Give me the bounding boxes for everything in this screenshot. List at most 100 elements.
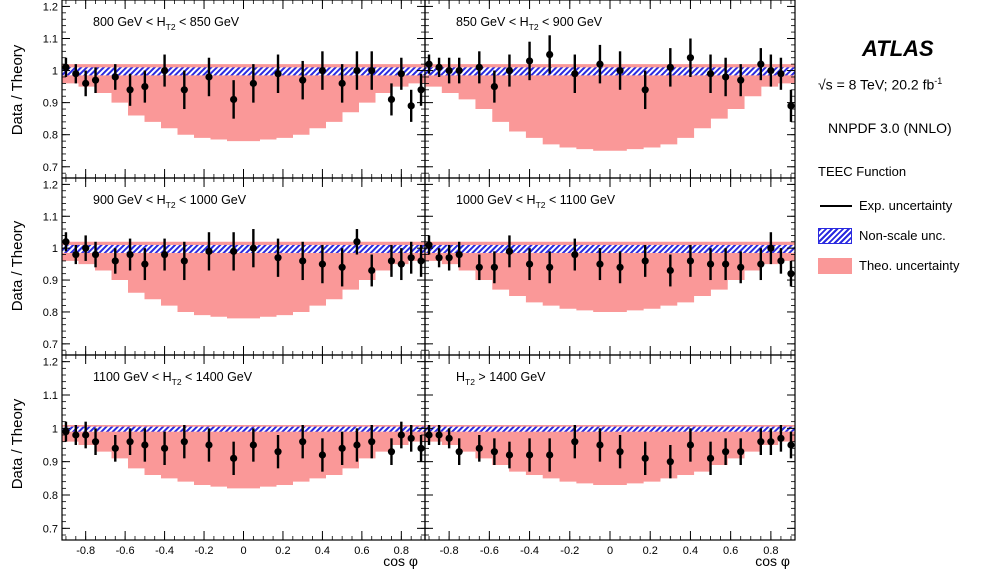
- x-tick-label: -0.2: [195, 545, 214, 557]
- y-tick-label: 1.1: [43, 390, 58, 402]
- data-point: [475, 444, 483, 452]
- x-tick-label: 0.4: [315, 545, 330, 557]
- y-tick-label: 1.1: [43, 211, 58, 223]
- data-point: [722, 448, 730, 456]
- data-point: [62, 63, 70, 71]
- data-point: [387, 448, 396, 456]
- y-tick-label: 1.2: [43, 1, 58, 13]
- data-point: [641, 257, 649, 265]
- data-point: [425, 60, 433, 68]
- nonscale-uncertainty-band: [425, 67, 795, 76]
- data-point: [596, 441, 604, 449]
- data-point: [767, 438, 775, 446]
- panel-label-subscript: T2: [529, 22, 539, 32]
- x-tick-label: 0.6: [354, 545, 369, 557]
- nonscale-uncertainty-band: [425, 244, 795, 253]
- panel-plot-area: [62, 51, 425, 142]
- data-point: [338, 444, 346, 452]
- data-point: [205, 73, 213, 81]
- panel-label-subscript: T2: [166, 200, 176, 210]
- data-point: [490, 82, 498, 91]
- y-axis-label-row-3: Data / Theory: [9, 398, 26, 489]
- x-tick-label: -0.2: [560, 545, 579, 557]
- data-point: [787, 441, 795, 449]
- y-tick-label: 0.8: [43, 130, 58, 142]
- data-point: [141, 441, 149, 449]
- data-point: [62, 428, 70, 436]
- panel-label-subscript: T2: [166, 22, 176, 32]
- x-tick-label: 0.4: [683, 545, 698, 557]
- x-tick-label: 0.8: [394, 545, 409, 557]
- data-point: [596, 60, 604, 68]
- panel-label-head: H: [456, 370, 465, 384]
- data-point: [299, 76, 307, 84]
- y-tick-label: 0.8: [43, 490, 58, 502]
- data-point: [230, 95, 238, 104]
- data-point: [368, 266, 376, 275]
- data-point: [490, 263, 498, 271]
- data-point: [737, 76, 745, 84]
- data-point: [616, 66, 624, 75]
- panel-label: 800 GeV < HT2 < 850 GeV: [93, 15, 240, 32]
- x-tick-label: 0.2: [275, 545, 290, 557]
- axis-labels-layer: Data / Theory Data / Theory Data / Theor…: [9, 44, 790, 569]
- data-point: [666, 458, 674, 466]
- legend-area: ATLAS √s = 8 TeV; 20.2 fb-1 NNPDF 3.0 (N…: [806, 0, 1000, 330]
- data-point: [686, 441, 695, 449]
- x-tick-label: -0.8: [76, 545, 95, 557]
- y-tick-label: 1.1: [43, 33, 58, 45]
- x-tick-label: -0.6: [116, 545, 135, 557]
- theory-uncertainty-band: [62, 64, 425, 142]
- data-point: [91, 250, 100, 259]
- data-point: [160, 444, 169, 452]
- panel-label-tail: < 1400 GeV: [182, 370, 253, 384]
- data-point: [425, 431, 433, 439]
- x-tick-label: -0.6: [480, 545, 499, 557]
- data-point: [525, 451, 534, 459]
- data-point: [299, 438, 307, 446]
- data-point: [445, 434, 453, 442]
- data-point: [111, 444, 119, 452]
- data-point: [141, 82, 149, 91]
- y-axis-label-row-2: Data / Theory: [9, 220, 26, 311]
- x-tick-label: 0.6: [723, 545, 738, 557]
- data-point: [82, 244, 90, 252]
- panel-2: 850 GeV < HT2 < 900 GeV: [424, 0, 796, 179]
- data-point: [397, 260, 405, 268]
- data-point: [353, 441, 361, 449]
- data-point: [387, 257, 396, 265]
- data-point: [666, 266, 674, 275]
- data-point: [338, 79, 346, 87]
- data-point: [505, 66, 514, 75]
- data-point: [505, 247, 514, 255]
- data-point: [706, 454, 715, 462]
- data-point: [445, 66, 453, 75]
- data-point: [546, 50, 554, 59]
- data-point: [82, 431, 90, 439]
- data-point: [299, 257, 307, 265]
- line-swatch-icon: [818, 198, 852, 214]
- x-tick-label: -0.4: [520, 545, 539, 557]
- data-point: [91, 438, 100, 446]
- y-tick-label: 0.9: [43, 98, 58, 110]
- data-point: [368, 66, 376, 75]
- data-point: [425, 241, 433, 249]
- data-point: [407, 434, 415, 442]
- data-point: [230, 454, 238, 462]
- data-point: [180, 86, 188, 94]
- y-tick-label: 0.9: [43, 275, 58, 287]
- y-tick-label: 1: [52, 243, 58, 255]
- data-point: [546, 263, 554, 271]
- data-point: [787, 270, 795, 278]
- data-point: [505, 451, 514, 459]
- panel-label-tail: < 1100 GeV: [546, 193, 616, 207]
- x-tick-label: 0.8: [763, 545, 778, 557]
- data-point: [397, 431, 405, 439]
- pdf-label: NNPDF 3.0 (NNLO): [828, 120, 952, 136]
- data-point: [318, 451, 327, 459]
- legend-item-nonscale-unc: Non-scale unc.: [818, 226, 1000, 246]
- panel-label: 1100 GeV < HT2 < 1400 GeV: [93, 370, 253, 387]
- panel-plot-area: [62, 421, 425, 489]
- data-point: [722, 260, 730, 268]
- data-point: [82, 79, 90, 87]
